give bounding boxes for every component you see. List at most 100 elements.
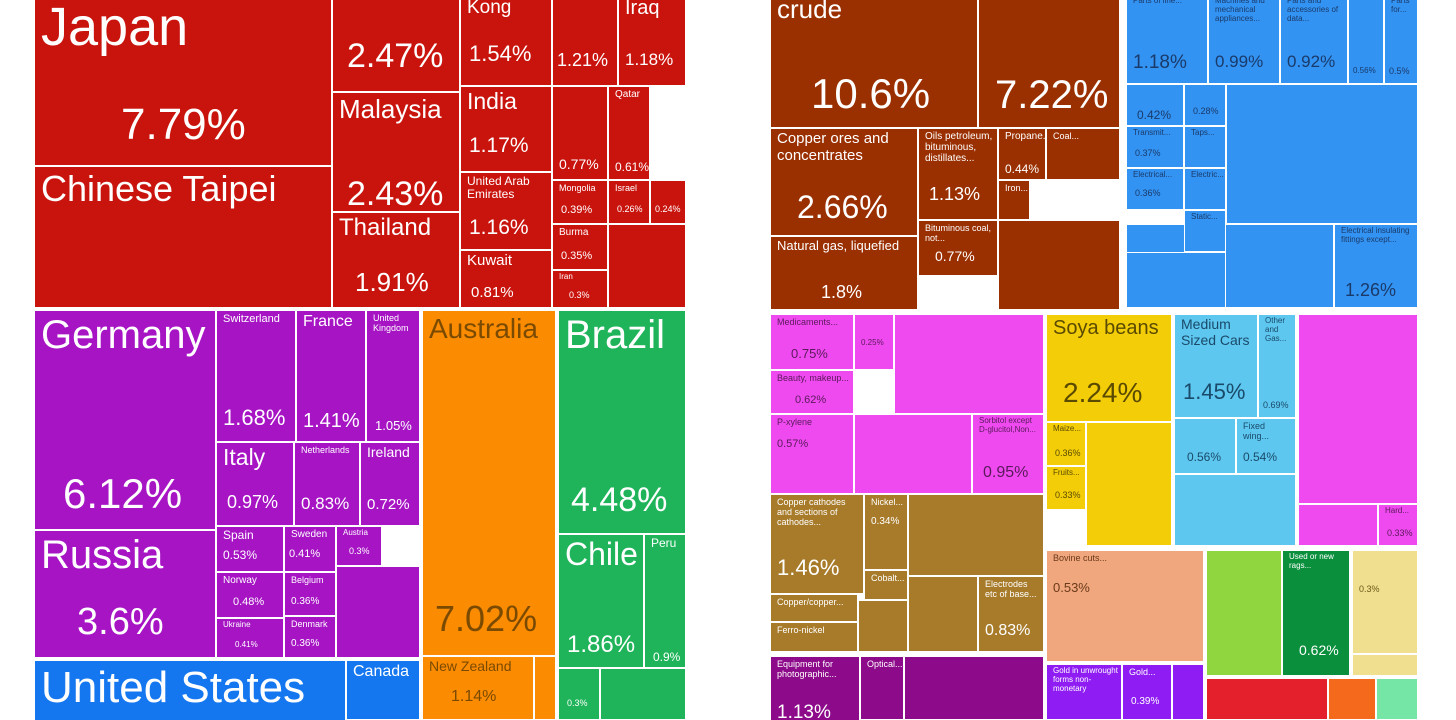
treemap-cell-chile[interactable]: Chile 1.86% [558, 534, 644, 668]
treemap-cell-sa-03[interactable]: 0.3% [558, 668, 600, 720]
treemap-cell-static[interactable]: Static... [1184, 210, 1226, 252]
treemap-cell-parts-data[interactable]: Parts and accessories of data... 0.92% [1280, 0, 1348, 84]
treemap-value: 2.66% [797, 189, 888, 225]
treemap-label: Kuwait [467, 252, 513, 269]
treemap-cell-copper-ores[interactable]: Copper ores and concentrates 2.66% [770, 128, 918, 236]
treemap-cell-nickel[interactable]: Nickel... 0.34% [864, 494, 908, 570]
treemap-cell-cobalt[interactable]: Cobalt... [864, 570, 908, 600]
treemap-label: United Arab Emirates [467, 174, 530, 202]
treemap-cell-spain[interactable]: Spain 0.53% [216, 526, 284, 572]
treemap-cell-united-states[interactable]: United States [34, 660, 346, 720]
treemap-cell-equipment-photo[interactable]: Equipment for photographic... 1.13% [770, 656, 860, 720]
treemap-value: 1.13% [777, 702, 831, 720]
treemap-cell-transmit[interactable]: Transmit... 0.37% [1126, 126, 1184, 168]
treemap-cell-kuwait[interactable]: Kuwait 0.81% [460, 250, 552, 308]
treemap-cell-israel[interactable]: Israel 0.26% [608, 180, 650, 224]
treemap-cell-p-xylene[interactable]: P-xylene 0.57% [770, 414, 854, 494]
treemap-cell-taps[interactable]: Taps... [1184, 126, 1226, 168]
treemap-cell-brazil[interactable]: Brazil 4.48% [558, 310, 686, 534]
treemap-cell-natural-gas[interactable]: Natural gas, liquefied 1.8% [770, 236, 918, 310]
treemap-cell-austria[interactable]: Austria 0.3% [336, 526, 382, 566]
treemap-cell-qatar[interactable]: Qatar 0.61% [608, 86, 650, 180]
treemap-cell-japan[interactable]: Japan 7.79% [34, 0, 332, 166]
treemap-cell-asia-077[interactable]: 0.77% [552, 86, 608, 180]
treemap-cell-asia-121[interactable]: 1.21% [552, 0, 618, 86]
treemap-cell-ukraine[interactable]: Ukraine 0.41% [216, 618, 284, 658]
treemap-cell-oils-petroleum[interactable]: Oils petroleum, bituminous, distillates.… [918, 128, 998, 220]
treemap-cell-iron[interactable]: Iron... [998, 180, 1030, 220]
treemap-cell-australia[interactable]: Australia 7.02% [422, 310, 556, 656]
treemap-cell-thailand[interactable]: Thailand 1.91% [332, 212, 460, 308]
treemap-cell-bovine[interactable]: Bovine cuts... 0.53% [1046, 550, 1204, 662]
treemap-cell-coal[interactable]: Coal... [1046, 128, 1120, 180]
treemap-cell-other-gas[interactable]: Other and Gas... 0.69% [1258, 314, 1296, 418]
treemap-cell-bituminous-coal[interactable]: Bituminous coal, not... 0.77% [918, 220, 998, 276]
treemap-cell-min-722[interactable]: 7.22% [978, 0, 1120, 128]
treemap-cell-propane[interactable]: Propane... 0.44% [998, 128, 1046, 180]
treemap-cell-fruits[interactable]: Fruits... 0.33% [1046, 466, 1086, 510]
treemap-value: 0.37% [1135, 148, 1161, 158]
treemap-label: Bovine cuts... [1053, 553, 1108, 563]
treemap-cell-mach-028[interactable]: 0.28% [1184, 84, 1226, 126]
treemap-cell-malaysia[interactable]: Malaysia 2.43% [332, 92, 460, 212]
treemap-cell-hard[interactable]: Hard... 0.33% [1378, 504, 1418, 546]
treemap-cell-uk[interactable]: United Kingdom 1.05% [366, 310, 420, 442]
treemap-cell-gold[interactable]: Gold... 0.39% [1122, 664, 1172, 720]
treemap-cell-copper-copper[interactable]: Copper/copper... [770, 594, 858, 622]
treemap-label: New Zealand [429, 658, 512, 674]
treemap-cell-fixed-wing[interactable]: Fixed wing... 0.54% [1236, 418, 1296, 474]
treemap-cell-soya-beans[interactable]: Soya beans 2.24% [1046, 314, 1172, 422]
treemap-cell-maize[interactable]: Maize... 0.36% [1046, 422, 1086, 466]
treemap-cell-asia-024[interactable]: 0.24% [650, 180, 686, 224]
treemap-cell-trans-056[interactable]: 0.56% [1174, 418, 1236, 474]
treemap-cell-canada[interactable]: Canada [346, 660, 420, 720]
treemap-cell-copper-cathodes[interactable]: Copper cathodes and sections of cathodes… [770, 494, 864, 594]
treemap-value: 1.41% [303, 410, 360, 432]
treemap-cell-sweden[interactable]: Sweden 0.41% [284, 526, 336, 572]
treemap-cell-parts-for[interactable]: Parts for... 0.5% [1384, 0, 1418, 84]
treemap-cell-switzerland[interactable]: Switzerland 1.68% [216, 310, 296, 442]
treemap-cell-burma[interactable]: Burma 0.35% [552, 224, 608, 270]
treemap-cell-parts-of-line[interactable]: Parts of line... 1.18% [1126, 0, 1208, 84]
treemap-cell-uae[interactable]: United Arab Emirates 1.16% [460, 172, 552, 250]
treemap-label: Burma [559, 227, 589, 238]
treemap-cell-beauty[interactable]: Beauty, makeup... 0.62% [770, 370, 854, 414]
treemap-cell-new-zealand[interactable]: New Zealand 1.14% [422, 656, 534, 720]
treemap-cell-mach-042[interactable]: 0.42% [1126, 84, 1184, 126]
treemap-cell-italy[interactable]: Italy 0.97% [216, 442, 294, 526]
treemap-cell-used-rags[interactable]: Used or new rags... 0.62% [1282, 550, 1350, 676]
treemap-cell-norway[interactable]: Norway 0.48% [216, 572, 284, 618]
treemap-cell-hong-kong[interactable]: Kong 1.54% [460, 0, 552, 86]
treemap-cell-netherlands[interactable]: Netherlands 0.83% [294, 442, 360, 526]
treemap-cell-medium-cars[interactable]: Medium Sized Cars 1.45% [1174, 314, 1258, 418]
treemap-cell-gold-unwrought[interactable]: Gold in unwrought forms non-monetary [1046, 664, 1122, 720]
treemap-cell-germany[interactable]: Germany 6.12% [34, 310, 216, 530]
treemap-cell-electrodes[interactable]: Electrodes etc of base... 0.83% [978, 576, 1044, 652]
treemap-cell-india[interactable]: India 1.17% [460, 86, 552, 172]
treemap-cell-belgium[interactable]: Belgium 0.36% [284, 572, 336, 616]
treemap-cell-ireland[interactable]: Ireland 0.72% [360, 442, 420, 526]
treemap-region-asia [608, 224, 686, 308]
treemap-cell-stone-03[interactable]: 0.3% [1352, 550, 1418, 654]
treemap-cell-denmark[interactable]: Denmark 0.36% [284, 616, 336, 658]
treemap-cell-crude[interactable]: crude 10.6% [770, 0, 978, 128]
treemap-cell-chem-025[interactable]: 0.25% [854, 314, 894, 370]
treemap-cell-electric[interactable]: Electric... [1184, 168, 1226, 210]
treemap-cell-machines-mech[interactable]: Machines and mechanical appliances... 0.9… [1208, 0, 1280, 84]
treemap-cell-medicaments[interactable]: Medicaments... 0.75% [770, 314, 854, 370]
treemap-cell-russia[interactable]: Russia 3.6% [34, 530, 216, 658]
treemap-cell-asia-247[interactable]: 2.47% [332, 0, 460, 92]
treemap-cell-iraq[interactable]: Iraq 1.18% [618, 0, 686, 86]
treemap-cell-electrical-insulating[interactable]: Electrical insulating fittings except...… [1334, 224, 1418, 308]
treemap-cell-mach-056[interactable]: 0.56% [1348, 0, 1384, 84]
treemap-cell-chinese-taipei[interactable]: Chinese Taipei6.42% [34, 166, 332, 308]
treemap-cell-optical[interactable]: Optical... [860, 656, 904, 720]
treemap-cell-mongolia[interactable]: Mongolia 0.39% [552, 180, 608, 224]
treemap-cell-france[interactable]: France 1.41% [296, 310, 366, 442]
treemap-cell-electrical[interactable]: Electrical... 0.36% [1126, 168, 1184, 210]
treemap-cell-ferro-nickel[interactable]: Ferro-nickel [770, 622, 858, 652]
treemap-value: 0.61% [615, 160, 650, 174]
treemap-cell-sorbitol[interactable]: Sorbitol except D-glucitol,Non... 0.95% [972, 414, 1044, 494]
treemap-cell-peru[interactable]: Peru 0.9% [644, 534, 686, 668]
treemap-cell-iran[interactable]: Iran 0.3% [552, 270, 608, 308]
